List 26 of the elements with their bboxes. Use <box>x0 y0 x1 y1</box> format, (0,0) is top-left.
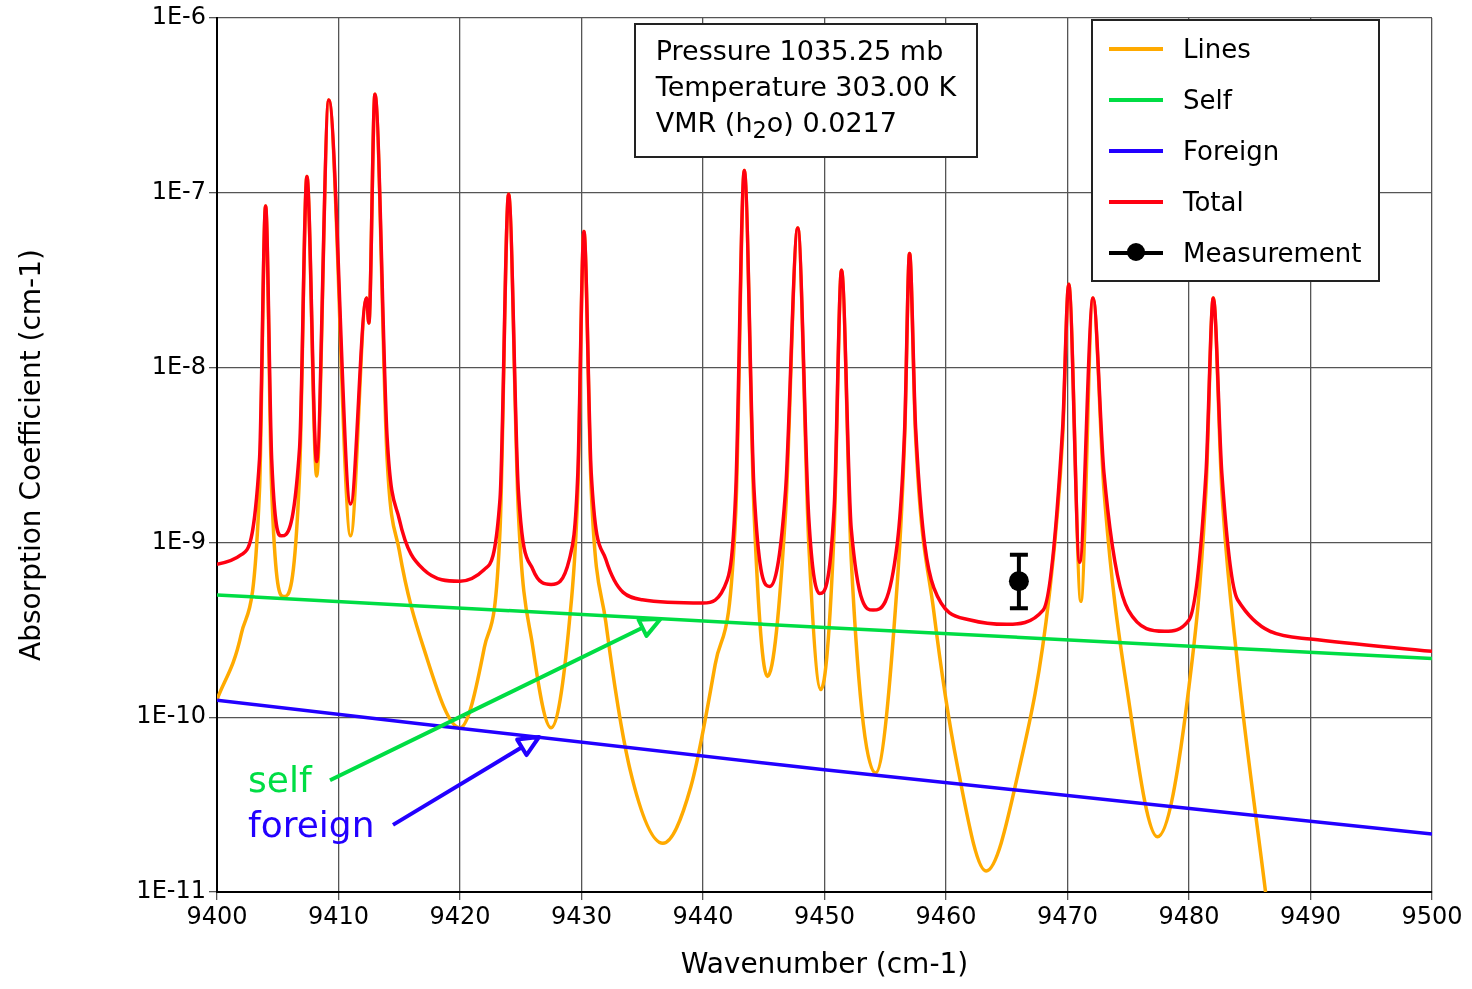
y-tick-label: 1E-9 <box>151 526 206 555</box>
annotation: VMR (h$_{2}$o) 0.0217 <box>655 106 898 146</box>
x-tick-label: 9430 <box>550 901 613 930</box>
y-tick-label: 1E-8 <box>151 351 206 380</box>
x-tick-label: 9490 <box>1279 901 1342 930</box>
x-axis-title: Wavenumber (cm-1) <box>680 947 969 981</box>
annotation: Pressure 1035.25 mb <box>655 34 945 68</box>
legend-label: Total <box>1183 186 1244 217</box>
x-tick-label: 9410 <box>307 901 370 930</box>
x-tick-label: 9460 <box>915 901 977 930</box>
annotation: self <box>248 759 312 800</box>
annotation: Temperature 303.00 K <box>655 70 957 104</box>
x-tick-label: 9450 <box>793 901 856 930</box>
y-tick-label: 1E-6 <box>151 2 206 31</box>
x-tick-label: 9500 <box>1401 901 1463 930</box>
legend-label: Foreign <box>1183 135 1280 166</box>
y-tick-label: 1E-7 <box>151 177 206 206</box>
legend-label: Measurement <box>1183 237 1362 268</box>
y-axis-title: Absorption Coefficient (cm-1) <box>14 249 48 661</box>
x-tick-label: 9470 <box>1036 901 1099 930</box>
legend-label: Lines <box>1183 33 1251 64</box>
y-tick-label: 1E-10 <box>136 701 206 730</box>
legend-label: Self <box>1183 84 1232 115</box>
x-tick-label: 9420 <box>429 901 491 930</box>
x-tick-label: 9440 <box>672 901 734 930</box>
x-tick-label: 9480 <box>1158 901 1220 930</box>
